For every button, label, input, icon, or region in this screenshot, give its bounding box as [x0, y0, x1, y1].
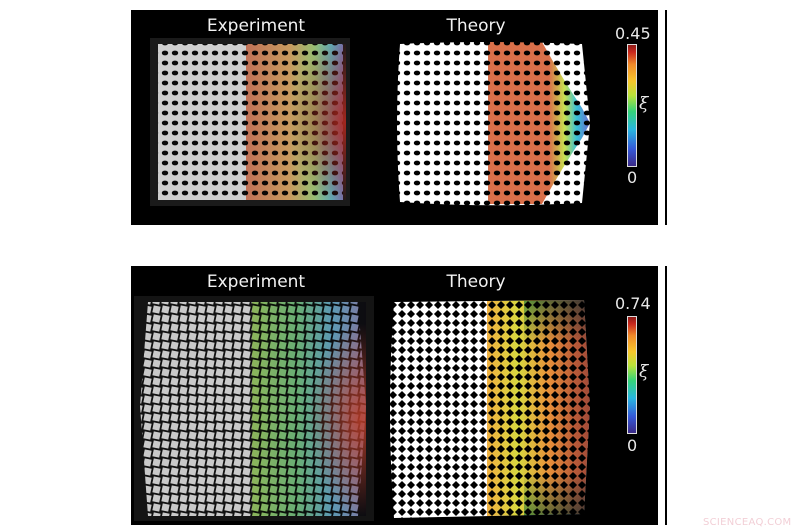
bottom-colorbar: [627, 316, 637, 434]
bottom-colorbar-min: 0: [627, 436, 638, 455]
bottom-theory-lattice: [390, 300, 590, 518]
bottom-divider-line: [665, 266, 667, 525]
top-colorbar-max: 0.45: [615, 24, 651, 43]
top-theory-title: Theory: [446, 16, 506, 36]
top-panel: Experiment Theory: [131, 10, 658, 225]
watermark: SCIENCEAQ.COM: [703, 517, 792, 528]
top-theory-lattice: [397, 42, 590, 206]
bottom-colorbar-xi-label: ξ: [639, 362, 649, 382]
top-divider-line: [665, 10, 667, 225]
bottom-experiment-title: Experiment: [206, 272, 306, 292]
top-colorbar: [627, 44, 637, 167]
top-experiment-title: Experiment: [206, 16, 306, 36]
top-experiment-lattice: [150, 38, 350, 206]
bottom-panel: Experiment Theory: [131, 266, 658, 525]
bottom-theory-title: Theory: [446, 272, 506, 292]
top-colorbar-min: 0: [627, 168, 638, 187]
bottom-colorbar-max: 0.74: [615, 294, 651, 313]
top-colorbar-xi-label: ξ: [639, 94, 649, 114]
bottom-experiment-lattice: [134, 296, 374, 521]
